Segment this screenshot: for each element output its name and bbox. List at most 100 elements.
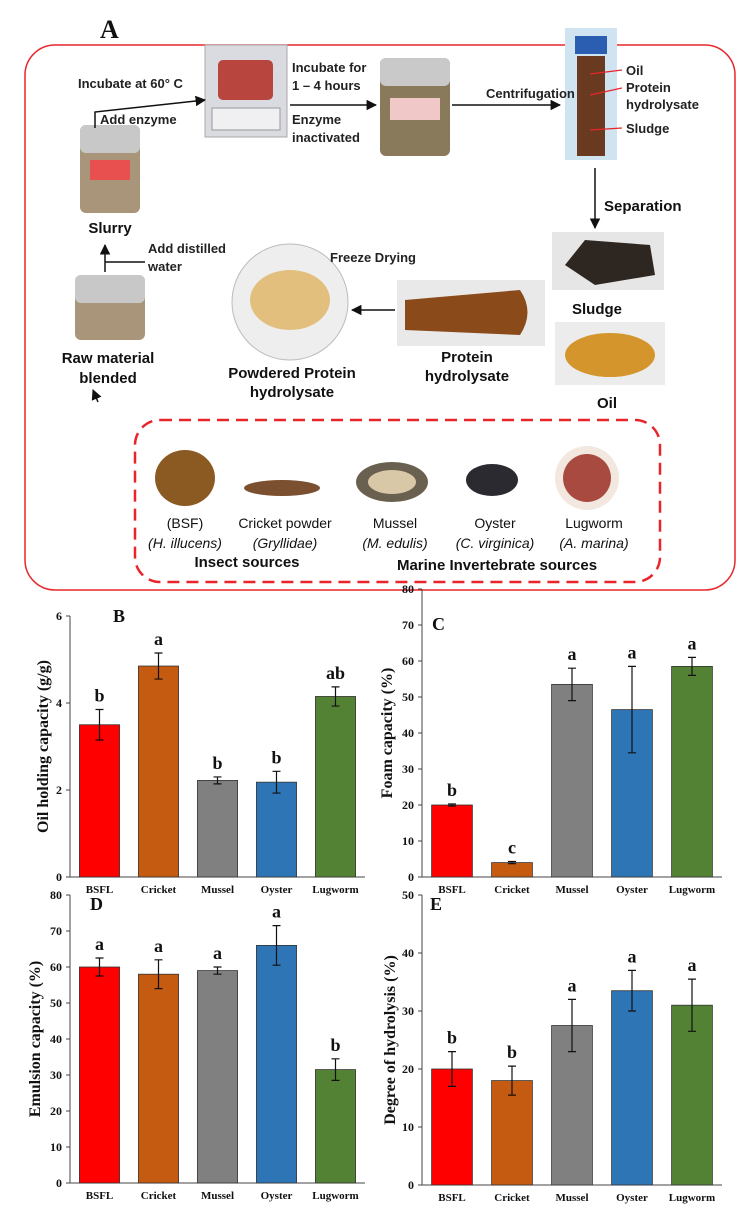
stage-label: hydrolysate	[250, 384, 334, 401]
panel-label: D	[90, 894, 103, 914]
bar	[138, 665, 179, 878]
significance-letter: c	[508, 838, 516, 858]
y-tick-label: 40	[402, 726, 414, 740]
y-tick-label: 80	[402, 582, 414, 596]
step-label: Add distilled	[148, 241, 226, 256]
significance-letter: a	[213, 943, 222, 963]
step-label: Add enzyme	[100, 112, 177, 127]
y-tick-label: 2	[56, 783, 62, 797]
y-tick-label: 60	[50, 960, 62, 974]
chart: 0 10 20 30 40 50 60 70 80 Emulsion capacity (%) Da…	[27, 888, 365, 1202]
oil-dish	[565, 333, 655, 377]
error-bar	[331, 1058, 340, 1081]
error-bar	[272, 925, 281, 966]
significance-letter: b	[271, 747, 281, 767]
x-tick-label: Lugworm	[312, 884, 358, 896]
y-tick-label: 20	[402, 1062, 414, 1076]
source-name: Mussel	[373, 515, 417, 531]
bar	[611, 990, 653, 1186]
error-bar	[688, 656, 696, 676]
stage-label: blended	[79, 370, 137, 387]
significance-letter: b	[447, 780, 457, 800]
step-label: Separation	[604, 198, 682, 215]
y-tick-label: 0	[408, 870, 414, 884]
mussel-inner	[368, 470, 416, 494]
y-tick-label: 70	[402, 618, 414, 632]
x-tick-label: Cricket	[141, 1190, 177, 1202]
stage-label: Raw material	[62, 350, 155, 367]
powder	[250, 270, 330, 330]
error-bar	[154, 652, 163, 680]
sources-box	[133, 418, 662, 584]
source-images	[155, 446, 619, 510]
significance-letter: a	[688, 955, 697, 975]
stage-label: hydrolysate	[425, 368, 509, 385]
stage-label: Sludge	[572, 301, 622, 318]
stage-label: Protein	[441, 349, 493, 366]
bar	[671, 1004, 713, 1186]
group-label: Insect sources	[194, 554, 299, 571]
foil	[380, 58, 450, 86]
y-tick-label: 50	[50, 996, 62, 1010]
jar-label	[390, 98, 440, 120]
chart: 0 10 20 30 40 50 60 70 80 Foam capacity (%) Cb BSFL…	[379, 582, 722, 896]
chart: 0 10 20 30 40 50 Degree of hydrolysis (%) Eb BSF…	[382, 888, 722, 1204]
y-axis-label: Emulsion capacity (%)	[27, 961, 44, 1117]
group-label: Marine Invertebrate sources	[397, 557, 597, 574]
x-tick-label: Mussel	[556, 1192, 589, 1204]
y-tick-label: 30	[402, 762, 414, 776]
x-tick-label: Oyster	[261, 884, 293, 896]
source-species: (A. marina)	[559, 535, 628, 551]
cricket-image	[244, 480, 320, 496]
x-tick-label: Lugworm	[669, 1192, 715, 1204]
stage-label: Powdered Protein	[228, 365, 356, 382]
foil	[75, 275, 145, 303]
y-tick-label: 4	[56, 696, 62, 710]
significance-letter: b	[212, 753, 222, 773]
y-tick-label: 50	[402, 888, 414, 902]
x-tick-label: Mussel	[556, 884, 589, 896]
error-bar	[272, 770, 281, 794]
error-bar	[448, 803, 456, 807]
bar	[79, 966, 120, 1184]
significance-letter: b	[447, 1028, 457, 1048]
y-tick-label: 0	[56, 870, 62, 884]
bar	[138, 973, 179, 1184]
sludge-block	[565, 240, 655, 285]
error-bar	[448, 1051, 456, 1087]
significance-letter: b	[330, 1035, 340, 1055]
y-tick-label: 20	[402, 798, 414, 812]
arrow	[91, 389, 102, 403]
incubator-base	[211, 107, 281, 131]
significance-letter: b	[94, 686, 104, 706]
x-tick-label: Oyster	[261, 1190, 293, 1202]
step-label: inactivated	[292, 130, 360, 145]
stage-label: Oil	[597, 395, 617, 412]
source-species: (M. edulis)	[362, 535, 427, 551]
x-tick-label: Mussel	[201, 1190, 234, 1202]
error-bar	[213, 776, 222, 785]
step-label: Incubate at 60° C	[78, 76, 184, 91]
panel-label: C	[432, 614, 445, 634]
bar	[315, 696, 356, 878]
hydrolysate-cylinder	[405, 290, 528, 335]
y-tick-label: 70	[50, 924, 62, 938]
significance-letter: a	[568, 644, 577, 664]
pointer	[589, 127, 623, 131]
x-tick-label: Oyster	[616, 1192, 648, 1204]
significance-letter: ab	[326, 663, 345, 683]
y-tick-label: 6	[56, 609, 62, 623]
y-tick-label: 30	[402, 1004, 414, 1018]
panel-border	[24, 44, 736, 591]
tube-label: Oil	[626, 63, 643, 78]
y-tick-label: 30	[50, 1068, 62, 1082]
y-tick-label: 0	[408, 1178, 414, 1192]
y-tick-label: 40	[50, 1032, 62, 1046]
y-tick-label: 10	[402, 834, 414, 848]
y-tick-label: 40	[402, 946, 414, 960]
panel-label: E	[430, 894, 442, 914]
x-tick-label: Oyster	[616, 884, 648, 896]
significance-letter: a	[688, 633, 697, 653]
bar	[551, 684, 593, 878]
y-axis-label: Oil holding capacity (g/g)	[35, 660, 52, 833]
